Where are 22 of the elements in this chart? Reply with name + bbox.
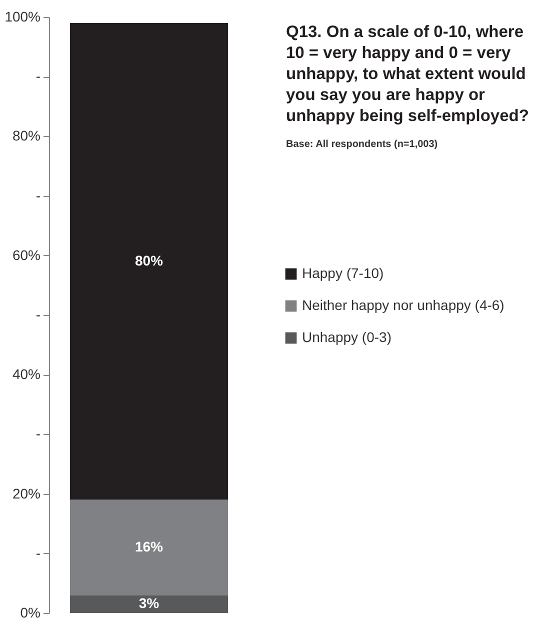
data-label: 16% bbox=[134, 538, 164, 554]
text: Base: All respondents (n=1,003) bbox=[286, 139, 439, 150]
y-tick-label: 0% bbox=[20, 604, 40, 620]
data-label: 80% bbox=[134, 252, 164, 268]
y-tick-label: - bbox=[36, 68, 41, 84]
legend-label: Unhappy (0-3) bbox=[302, 329, 392, 345]
bar bbox=[70, 595, 228, 613]
y-tick-label: 80% bbox=[12, 128, 40, 144]
y-tick-label: - bbox=[36, 306, 41, 322]
y-tick-label: 100% bbox=[4, 8, 40, 24]
y-tick-label: - bbox=[36, 544, 41, 561]
y-tick-label: 40% bbox=[12, 366, 40, 382]
y-tick-label: 20% bbox=[12, 485, 40, 502]
bar bbox=[70, 500, 228, 596]
legend-label: Neither happy nor unhappy (4-6) bbox=[302, 297, 504, 313]
data-label: 3% bbox=[138, 595, 160, 612]
y-tick-label: - bbox=[36, 187, 41, 204]
bar bbox=[70, 22, 228, 500]
text: Q13. On a scale of 0-10, where 10 = very happy and 0 = very unhappy, to what extent would you say you are happy or unhappy being self-employed? bbox=[286, 22, 530, 127]
y-tick-label: - bbox=[36, 426, 41, 442]
y-tick-label: 60% bbox=[12, 246, 40, 263]
legend-label: Happy (7-10) bbox=[302, 265, 384, 281]
